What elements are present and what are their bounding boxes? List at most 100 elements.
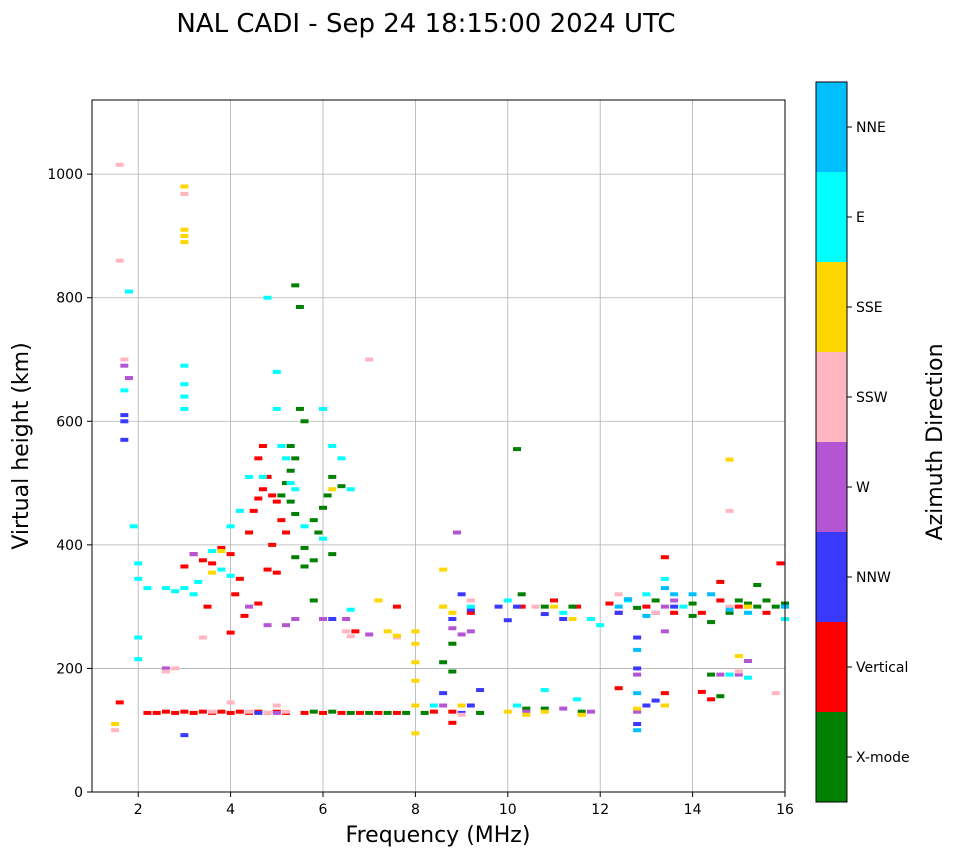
data-point-e xyxy=(171,589,180,594)
data-point-e xyxy=(744,675,753,680)
plot-grid xyxy=(92,100,786,793)
data-point-w xyxy=(263,623,272,628)
colorbar-segment xyxy=(816,622,847,712)
data-point-nnw xyxy=(466,607,475,612)
data-point-ssw xyxy=(614,592,623,597)
colorbar-segment xyxy=(816,262,847,352)
colorbar-segment xyxy=(816,442,847,532)
data-point-e xyxy=(466,604,475,609)
data-point-vertical xyxy=(180,709,189,714)
data-point-nne xyxy=(707,592,716,597)
data-point-vertical xyxy=(707,697,716,702)
y-tick-label: 0 xyxy=(74,785,83,801)
data-point-e xyxy=(346,607,355,612)
data-point-w xyxy=(633,672,642,677)
data-point-x-mode xyxy=(753,604,762,609)
data-point-vertical xyxy=(762,610,771,615)
data-point-nnw xyxy=(633,635,642,640)
data-point-ssw xyxy=(120,357,129,362)
y-tick-label: 1000 xyxy=(47,167,83,183)
data-point-x-mode xyxy=(568,604,577,609)
data-point-e xyxy=(134,576,143,581)
data-point-x-mode xyxy=(300,564,309,569)
data-point-e xyxy=(319,536,327,541)
data-point-w xyxy=(734,672,743,677)
data-point-x-mode xyxy=(771,604,780,609)
data-point-sse xyxy=(503,709,512,714)
data-point-e xyxy=(540,688,549,693)
data-point-sse xyxy=(411,703,420,708)
data-point-vertical xyxy=(517,604,526,609)
data-point-e xyxy=(161,586,170,591)
data-point-x-mode xyxy=(328,552,337,557)
data-point-nnw xyxy=(633,666,642,671)
colorbar-tick-label: NNE xyxy=(856,120,886,136)
data-point-x-mode xyxy=(707,620,716,625)
data-point-x-mode xyxy=(346,710,355,715)
data-point-w xyxy=(342,617,351,621)
data-point-nnw xyxy=(614,610,623,615)
data-point-nnw xyxy=(120,419,129,424)
data-point-x-mode xyxy=(744,601,753,606)
data-point-ssw xyxy=(171,666,180,671)
data-point-vertical xyxy=(180,564,189,569)
data-point-e xyxy=(134,635,143,640)
data-point-e xyxy=(346,487,355,492)
data-point-e xyxy=(573,697,582,702)
data-point-sse xyxy=(392,633,401,638)
data-point-ssw xyxy=(208,709,217,714)
data-point-vertical xyxy=(776,561,785,566)
colorbar-segment xyxy=(816,172,847,262)
data-point-x-mode xyxy=(633,605,642,610)
data-point-nne xyxy=(623,597,632,602)
data-point-ssw xyxy=(272,703,281,708)
data-point-sse xyxy=(180,227,189,232)
data-point-vertical xyxy=(217,709,226,714)
data-point-ssw xyxy=(342,629,351,634)
data-point-sse xyxy=(411,731,420,736)
colorbar-frame xyxy=(815,81,848,803)
data-point-x-mode xyxy=(420,710,429,715)
data-point-sse xyxy=(550,604,558,609)
data-point-vertical xyxy=(734,604,743,609)
data-point-sse xyxy=(111,722,120,727)
data-point-w xyxy=(466,629,475,634)
colorbar-segment xyxy=(816,532,847,622)
data-point-w xyxy=(365,632,374,637)
data-point-w xyxy=(272,710,281,715)
data-point-x-mode xyxy=(300,545,309,550)
data-point-e xyxy=(208,549,217,554)
data-point-sse xyxy=(725,457,734,462)
data-point-vertical xyxy=(448,709,457,714)
data-point-vertical xyxy=(697,689,706,694)
data-point-sse xyxy=(180,184,189,189)
data-point-w xyxy=(124,376,133,381)
data-point-nnw xyxy=(180,733,189,738)
data-point-x-mode xyxy=(286,444,295,448)
data-point-vertical xyxy=(249,508,258,513)
data-point-sse xyxy=(374,598,383,603)
data-point-w xyxy=(189,552,198,557)
data-point-x-mode xyxy=(309,598,318,603)
data-point-x-mode xyxy=(295,406,304,411)
data-point-e xyxy=(272,369,281,374)
data-point-ssw xyxy=(226,700,235,705)
data-point-x-mode xyxy=(540,706,549,711)
data-point-x-mode xyxy=(688,601,697,606)
data-point-ssw xyxy=(282,709,291,714)
data-point-vertical xyxy=(161,709,170,714)
data-point-nnw xyxy=(439,691,448,696)
data-point-vertical xyxy=(235,709,244,714)
data-point-e xyxy=(120,388,129,393)
data-point-e xyxy=(217,567,226,572)
data-point-w xyxy=(670,598,679,603)
data-point-x-mode xyxy=(309,518,318,523)
data-point-x-mode xyxy=(323,493,332,498)
data-point-sse xyxy=(633,706,642,711)
data-point-e xyxy=(180,586,189,591)
data-point-vertical xyxy=(272,570,281,575)
data-point-vertical xyxy=(716,579,725,584)
x-tick-label: 14 xyxy=(684,802,702,818)
data-point-x-mode xyxy=(314,530,323,535)
data-point-vertical xyxy=(226,630,235,635)
